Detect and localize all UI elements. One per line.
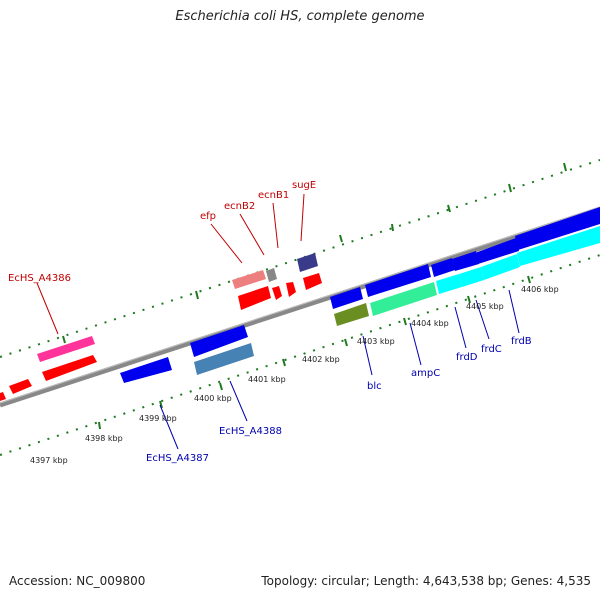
label-ecnB2: ecnB2 xyxy=(224,201,255,212)
genome-summary-text: Topology: circular; Length: 4,643,538 bp… xyxy=(261,574,591,588)
gene-sugE[interactable] xyxy=(297,253,318,272)
gene-red-4[interactable] xyxy=(238,286,271,310)
gene-blue-5[interactable] xyxy=(452,251,479,271)
genome-backbone xyxy=(0,206,600,408)
tick-label-4400: 4400 kbp xyxy=(194,394,232,403)
gene-cyan-2[interactable] xyxy=(517,226,600,266)
gene-EcHS_A4387[interactable] xyxy=(190,325,248,357)
map-title: Escherichia coli HS, complete genome xyxy=(175,9,425,24)
outer-track-ticks xyxy=(62,162,567,344)
gene-red-2[interactable] xyxy=(9,379,32,394)
gene-blue-2[interactable] xyxy=(330,287,363,309)
label-frdC: frdC xyxy=(481,344,502,355)
tick-label-4404: 4404 kbp xyxy=(411,319,449,328)
gene-blue-4[interactable] xyxy=(431,258,455,277)
gene-ecnB2[interactable] xyxy=(266,268,277,282)
tick-label-4398: 4398 kbp xyxy=(85,434,123,443)
accession-text: Accession: NC_009800 xyxy=(9,574,146,588)
gene-frdD[interactable] xyxy=(436,274,462,294)
tick-label-4399: 4399 kbp xyxy=(139,414,177,423)
gene-red-1[interactable] xyxy=(42,355,97,381)
label-blc: blc xyxy=(367,381,382,392)
gene-blue-1[interactable] xyxy=(120,357,172,383)
gene-red-5[interactable] xyxy=(286,282,296,297)
tick-label-4405: 4405 kbp xyxy=(466,302,504,311)
label-ampC: ampC xyxy=(411,368,440,379)
tick-label-4406: 4406 kbp xyxy=(521,285,559,294)
gene-EcHS_A4388[interactable] xyxy=(194,343,254,375)
inner-track-ticks xyxy=(98,275,531,430)
tick-label-4401: 4401 kbp xyxy=(248,375,286,384)
gene-ecnB1[interactable] xyxy=(272,286,282,300)
label-frdB: frdB xyxy=(511,336,532,347)
inner-dotted-track xyxy=(0,254,600,456)
tick-label-4403: 4403 kbp xyxy=(357,337,395,346)
gene-blue-3[interactable] xyxy=(365,264,431,297)
label-efp: efp xyxy=(200,211,216,222)
label-leader-lines xyxy=(36,193,520,450)
gene-EcHS_A4386[interactable] xyxy=(37,336,95,362)
label-sugE: sugE xyxy=(292,180,316,191)
gene-ampC[interactable] xyxy=(370,282,437,316)
gene-red-6[interactable] xyxy=(303,273,322,290)
label-EcHS_A4388: EcHS_A4388 xyxy=(219,426,282,437)
label-frdD: frdD xyxy=(456,352,478,363)
gene-frdC[interactable] xyxy=(459,267,484,287)
label-ecnB1: ecnB1 xyxy=(258,190,289,201)
label-EcHS_A4387: EcHS_A4387 xyxy=(146,453,209,464)
gene-efp[interactable] xyxy=(232,270,266,289)
tick-label-4397: 4397 kbp xyxy=(30,456,68,465)
gene-blue-7[interactable] xyxy=(515,207,600,250)
label-EcHS_A4386: EcHS_A4386 xyxy=(8,273,71,284)
gene-blue-6[interactable] xyxy=(475,238,519,264)
gene-blc[interactable] xyxy=(334,303,369,326)
gene-red-3[interactable] xyxy=(0,392,6,401)
tick-label-4402: 4402 kbp xyxy=(302,355,340,364)
gene-frdB[interactable] xyxy=(481,254,520,280)
